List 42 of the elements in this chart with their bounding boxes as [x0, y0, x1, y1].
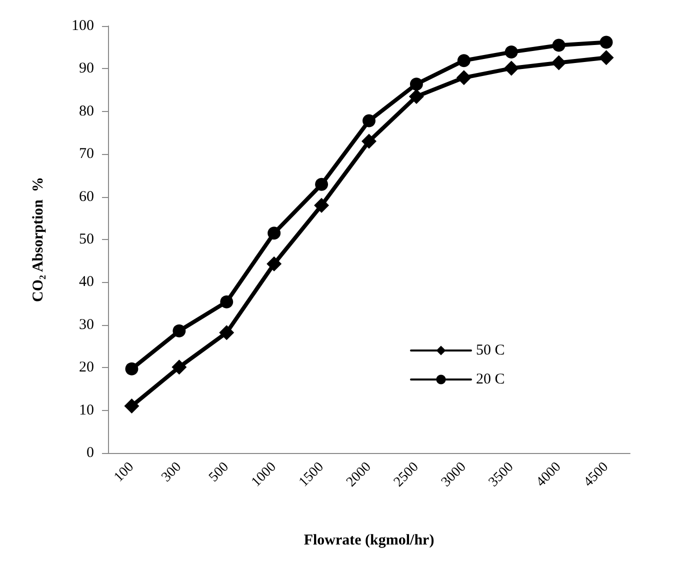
legend-label: 20 C	[476, 372, 505, 388]
y-tick-label: 90	[79, 60, 94, 77]
point	[220, 295, 234, 308]
point	[410, 78, 423, 91]
x-tick-label: 4000	[534, 460, 564, 490]
point	[598, 50, 614, 66]
point	[124, 398, 140, 414]
x-tick-label: 4500	[581, 460, 612, 490]
point	[457, 54, 470, 68]
y-tick-label: 60	[79, 188, 94, 205]
point	[456, 70, 472, 86]
y-tick-label: 30	[79, 316, 94, 333]
point	[600, 36, 613, 49]
y-tick-label: 0	[86, 445, 94, 461]
point	[219, 325, 234, 340]
point	[362, 114, 376, 128]
y-tick-label: 20	[79, 360, 94, 376]
y-tick-label: 100	[72, 18, 94, 34]
x-tick-label: 100	[112, 460, 138, 486]
legend-label: 50 C	[476, 342, 505, 358]
y-axis-title: CO₂ Absorption %	[30, 177, 46, 302]
point	[551, 55, 566, 70]
point	[362, 134, 376, 149]
y-tick-label: 40	[79, 274, 94, 290]
point	[125, 362, 138, 376]
point	[172, 324, 186, 338]
x-tick-label: 500	[206, 460, 232, 486]
y-tick-label: 50	[79, 232, 94, 248]
point	[504, 60, 519, 76]
point	[172, 360, 187, 375]
point	[314, 198, 330, 213]
point	[266, 256, 282, 272]
point	[268, 226, 281, 240]
point	[552, 38, 566, 52]
y-tick-label: 80	[79, 103, 94, 120]
x-axis-title: Flowrate (kgmol/hr)	[304, 532, 434, 548]
x-tick-label: 300	[159, 460, 184, 486]
y-tick-label: 70	[79, 146, 94, 162]
point	[504, 46, 518, 59]
y-tick-label: 10	[79, 402, 94, 418]
point	[315, 178, 328, 191]
point	[408, 88, 424, 104]
